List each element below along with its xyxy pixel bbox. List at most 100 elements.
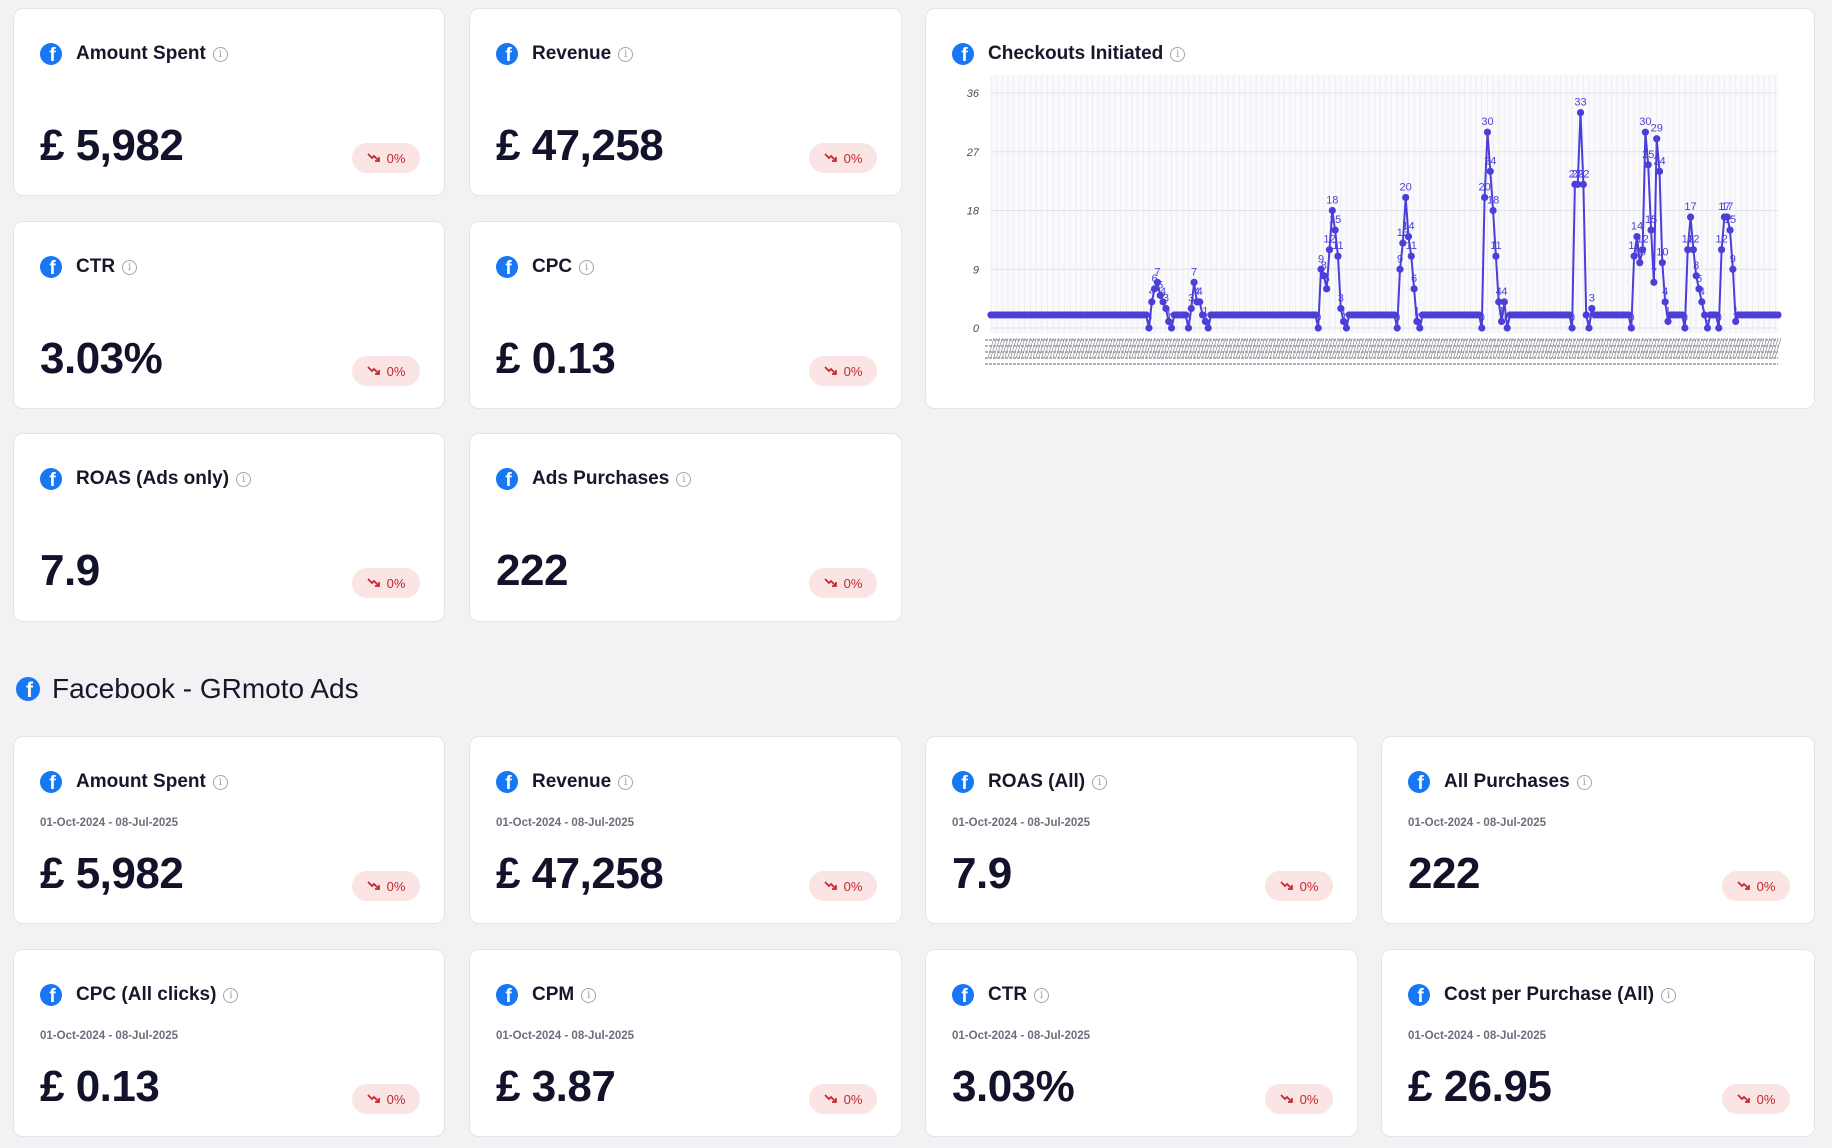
data-label: 17	[1684, 201, 1696, 213]
x-tick-mark	[1436, 337, 1443, 359]
info-icon[interactable]: i	[1576, 774, 1592, 790]
data-label: 0	[1704, 312, 1710, 324]
x-tick-mark	[1596, 337, 1604, 359]
trend-down-icon	[823, 1094, 837, 1103]
x-tick-mark	[1433, 337, 1441, 359]
trend-down-icon	[1279, 1094, 1293, 1103]
data-point	[1576, 108, 1585, 117]
x-tick-mark	[1080, 337, 1088, 359]
card-revenue[interactable]: f Revenue i 01-Oct-2024 - 08-Jul-2025 £ …	[469, 736, 902, 924]
data-point	[1574, 180, 1582, 188]
change-badge: 0%	[809, 143, 877, 173]
info-icon[interactable]: i	[122, 259, 138, 275]
x-tick-mark	[1162, 337, 1170, 359]
info-icon[interactable]: i	[1092, 774, 1108, 790]
card-title: f ROAS (Ads only) i	[40, 468, 252, 490]
card-title-text: CPC	[532, 256, 573, 277]
x-tick-mark	[1179, 337, 1187, 359]
x-tick-mark	[1486, 337, 1494, 359]
metric-value: £ 5,982	[40, 849, 184, 898]
x-tick-mark	[1374, 337, 1381, 359]
card-cpc-all-clicks[interactable]: f CPC (All clicks) i 01-Oct-2024 - 08-Ju…	[13, 949, 445, 1137]
data-label: 0	[1168, 312, 1174, 324]
card-cpm[interactable]: f CPM i 01-Oct-2024 - 08-Jul-2025 £ 3.87…	[469, 949, 902, 1137]
info-icon[interactable]: i	[676, 471, 692, 487]
data-point	[1717, 246, 1726, 254]
card-cost-per-purchase[interactable]: f Cost per Purchase (All) i 01-Oct-2024 …	[1381, 949, 1815, 1137]
info-icon[interactable]: i	[618, 46, 634, 62]
data-point	[1732, 317, 1740, 326]
x-tick-mark	[1470, 337, 1477, 359]
info-icon[interactable]: i	[212, 46, 228, 62]
info-icon[interactable]: i	[1034, 987, 1050, 1003]
card-top-cpc[interactable]: f CPC i £ 0.13 0%	[469, 221, 902, 409]
data-label: 1	[1733, 305, 1739, 317]
card-top-ads-purchases[interactable]: f Ads Purchases i 222 0%	[469, 433, 902, 622]
x-tick-mark	[1549, 337, 1556, 359]
info-icon[interactable]: i	[212, 774, 228, 790]
x-tick-mark	[1354, 337, 1362, 359]
data-point	[1703, 324, 1712, 332]
x-tick-mark	[1472, 337, 1480, 359]
card-amount-spent[interactable]: f Amount Spent i 01-Oct-2024 - 08-Jul-20…	[13, 736, 445, 924]
x-tick-mark	[1489, 337, 1497, 359]
info-icon[interactable]: i	[579, 259, 595, 275]
info-icon[interactable]: i	[581, 987, 597, 1003]
x-tick-mark	[1035, 337, 1043, 359]
data-label: 10	[1634, 247, 1646, 259]
change-badge: 0%	[352, 143, 420, 173]
x-tick-mark	[1176, 337, 1184, 359]
card-title-text: ROAS (All)	[988, 771, 1086, 792]
card-top-revenue[interactable]: f Revenue i £ 47,258 0%	[469, 8, 902, 196]
x-tick-mark	[1182, 337, 1189, 359]
x-tick-mark	[1407, 337, 1415, 359]
x-tick-mark	[1013, 337, 1020, 359]
info-icon[interactable]: i	[618, 774, 634, 790]
x-tick-mark	[1608, 337, 1615, 359]
data-point	[1184, 324, 1193, 332]
card-all-purchases[interactable]: f All Purchases i 01-Oct-2024 - 08-Jul-2…	[1381, 736, 1815, 924]
x-tick-mark	[1086, 337, 1094, 359]
card-roas-all[interactable]: f ROAS (All) i 01-Oct-2024 - 08-Jul-2025…	[925, 736, 1358, 924]
x-tick-mark	[1303, 337, 1311, 359]
x-tick-mark	[1735, 337, 1742, 359]
data-label: 30	[1639, 116, 1651, 128]
info-icon[interactable]: i	[236, 471, 252, 487]
x-tick-mark	[1647, 337, 1655, 359]
data-point	[1681, 324, 1689, 332]
change-badge: 0%	[352, 356, 420, 386]
info-icon[interactable]: i	[1661, 987, 1677, 1003]
x-tick-mark	[1190, 337, 1198, 359]
x-tick-mark	[1131, 337, 1139, 359]
x-tick-mark	[1464, 337, 1472, 359]
data-point	[1325, 246, 1334, 254]
info-icon[interactable]: i	[223, 987, 239, 1003]
data-label: 4	[1197, 286, 1203, 298]
x-tick-mark	[1630, 337, 1638, 359]
x-tick-mark	[1723, 337, 1731, 359]
info-icon[interactable]: i	[1170, 46, 1186, 62]
data-point	[1633, 233, 1641, 241]
trend-down-icon	[823, 578, 837, 587]
card-title-text: All Purchases	[1444, 771, 1570, 792]
x-tick-mark	[1323, 337, 1331, 359]
card-top-roas[interactable]: f ROAS (Ads only) i 7.9 0%	[13, 433, 445, 622]
x-tick-mark	[1230, 337, 1237, 359]
card-title: f Amount Spent i	[40, 43, 228, 65]
x-tick-mark	[1537, 337, 1545, 359]
x-tick-mark	[1732, 337, 1740, 359]
data-point	[1647, 226, 1655, 234]
x-tick-mark	[1427, 337, 1435, 359]
card-checkouts-initiated-chart[interactable]: f Checkouts Initiated i 0 9 18 27 36 0 4 6 7 5 4 3 1…	[925, 8, 1815, 409]
x-tick-mark	[1343, 337, 1350, 359]
date-range: 01-Oct-2024 - 08-Jul-2025	[952, 817, 1091, 829]
x-tick-mark	[1704, 337, 1711, 359]
data-point	[1639, 246, 1647, 254]
y-tick-label: 0	[973, 323, 980, 335]
card-top-amount-spent[interactable]: f Amount Spent i £ 5,982 0%	[13, 8, 445, 196]
card-top-ctr[interactable]: f CTR i 3.03% 0%	[13, 221, 445, 409]
x-tick-mark	[1106, 337, 1113, 359]
card-ctr[interactable]: f CTR i 01-Oct-2024 - 08-Jul-2025 3.03% …	[925, 949, 1358, 1137]
x-tick-mark	[1024, 337, 1032, 359]
